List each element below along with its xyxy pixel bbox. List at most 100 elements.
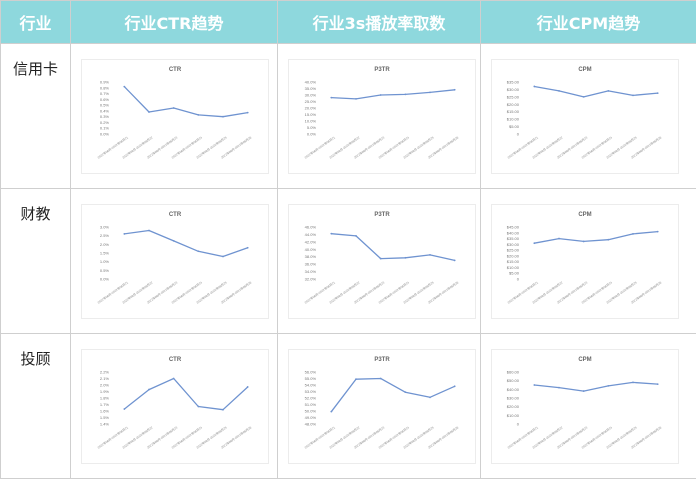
y-tick-label: 40.0% — [305, 247, 317, 252]
chart-cell: CPM 0 $5.00 $10.00 $15.00 $20.00 $25.00 $30.00 $… — [480, 43, 696, 189]
chart-title: P3TR — [374, 357, 390, 363]
data-point — [222, 408, 224, 411]
y-tick-label: 3.0% — [100, 225, 110, 230]
y-tick-label: 40.0% — [305, 80, 317, 85]
y-tick-label: 53.0% — [305, 389, 317, 394]
data-point — [172, 239, 175, 242]
y-tick-label: 54.0% — [305, 383, 317, 388]
chart-svg: CPM0$5.00$10.00$15.00$20.00$25.00$30.00$… — [506, 67, 662, 160]
y-tick-label: $45.00 — [507, 225, 520, 230]
data-point — [172, 107, 175, 109]
chart-svg: CPM0$5.00$10.00$15.00$20.00$25.00$30.00$… — [506, 212, 662, 305]
series-line — [331, 233, 455, 262]
row-label: 财教 — [20, 205, 51, 223]
row-label: 信用卡 — [12, 60, 58, 78]
y-tick-label: $15.00 — [507, 109, 520, 114]
chart-cell: P3TR 32.0% 34.0% 36.0% 38.0% 40.0% 42.0% 44.0% 4… — [277, 188, 481, 334]
chart-svg: P3TR 48.0% 49.0%50.0% 51.0%52.0% 53.0%54.0% 5… — [303, 357, 459, 450]
y-tick-label: 1.0% — [100, 259, 110, 264]
table-row: 财教 CTR 0.0% 0.5% 1.0% 1.5% 2.0% 2.5% 3.0% 2022年0… — [0, 188, 696, 334]
series-line — [123, 86, 248, 118]
data-point — [533, 242, 536, 245]
data-point — [404, 256, 407, 259]
data-point — [582, 390, 585, 392]
y-tick-label: 0 — [517, 422, 520, 427]
chart-title: CTR — [169, 212, 182, 218]
y-tick-label: $10.00 — [507, 265, 520, 270]
chart-title: P3TR — [374, 212, 390, 218]
data-point — [197, 405, 200, 408]
y-tick-label: 0 — [517, 132, 520, 137]
y-tick-label: 0.0% — [307, 132, 317, 137]
data-point — [379, 377, 382, 380]
y-tick-label: 0.5% — [100, 103, 110, 108]
y-tick-label: 0.8% — [100, 85, 110, 90]
data-point — [330, 410, 333, 413]
data-point — [607, 90, 610, 92]
y-tick-label: 1.8% — [100, 396, 110, 401]
y-tick-label: $35.00 — [507, 236, 520, 241]
header-row: 行业 行业CTR趋势 行业3s播放率取数 行业CPM趋势 — [0, 0, 696, 44]
header-industry: 行业 — [0, 0, 71, 44]
y-tick-label: 34.0% — [305, 269, 317, 274]
line-chart: P3TR 48.0% 49.0% 50.0% 51.0% 52.0% 53.0% 54.0% 5… — [288, 349, 476, 464]
y-tick-label: 0 — [517, 277, 520, 282]
series-line — [330, 377, 455, 413]
chart-svg: P3TR 0.0% 5.0%10.0% 15.0%20.0% 25.0%30.0% 35.… — [303, 67, 459, 160]
y-tick-label: 35.0% — [305, 86, 317, 91]
data-point — [607, 238, 610, 241]
data-point — [355, 98, 357, 100]
row-label-cell: 信用卡 — [0, 43, 71, 189]
chart-svg: CPM 0 $10.00 $20.00 $30.00 $40.00 $50.00 $60.00… — [506, 357, 662, 450]
chart-cell: CPM 0 $5.00 $10.00 $15.00 $20.00 $25.00 $30.00 $… — [480, 188, 696, 334]
header-ctr-trend: 行业CTR趋势 — [70, 0, 278, 44]
data-point — [197, 250, 200, 253]
chart-svg: P3TR 32.0% 34.0% 36.0% 38.0% 40.0% 42.0% 44.0% 4… — [303, 212, 459, 305]
y-tick-label: 1.5% — [100, 415, 110, 420]
data-point — [123, 408, 126, 410]
y-tick-label: $5.00 — [509, 124, 520, 129]
y-tick-label: 0.2% — [100, 120, 110, 125]
chart-title: CTR — [169, 67, 182, 73]
y-tick-label: $25.00 — [507, 248, 520, 253]
data-point — [355, 235, 357, 237]
y-tick-label: $40.00 — [507, 230, 520, 235]
data-point — [632, 233, 634, 235]
y-tick-label: 2.0% — [100, 383, 110, 388]
series-line — [534, 381, 658, 392]
y-tick-label: $15.00 — [507, 259, 520, 264]
chart-cell: CTR 1.4% 1.5% 1.6% 1.7% 1.8% 1.9% 2.0% 2.1% 2.2% 2… — [70, 333, 278, 479]
y-tick-label: 0.6% — [100, 97, 110, 102]
chart-cell: P3TR 48.0% 49.0% 50.0% 51.0% 52.0% 53.0% 54.0% 5… — [277, 333, 481, 479]
y-tick-label: 2.5% — [100, 233, 110, 238]
data-point — [379, 257, 382, 260]
series-line — [331, 89, 455, 100]
data-point — [453, 259, 456, 262]
data-point — [632, 94, 634, 97]
y-tick-label: 1.5% — [100, 251, 110, 256]
y-tick-label: $10.00 — [507, 117, 520, 122]
data-point — [558, 386, 560, 389]
data-point — [429, 253, 431, 256]
y-tick-label: $35.00 — [507, 80, 520, 85]
y-tick-label: 52.0% — [305, 396, 317, 401]
data-point — [404, 391, 407, 394]
y-tick-label: $30.00 — [507, 87, 520, 92]
header-cpm-trend: 行业CPM趋势 — [480, 0, 696, 44]
y-tick-label: 2.2% — [100, 370, 110, 375]
y-tick-label: $30.00 — [507, 396, 520, 401]
data-point — [558, 90, 560, 92]
row-label: 投顾 — [20, 350, 51, 368]
chart-title: CPM — [578, 212, 591, 218]
y-tick-label: 0.9% — [100, 80, 110, 85]
y-tick-label: 0.5% — [100, 268, 110, 273]
y-tick-label: 30.0% — [305, 93, 317, 98]
data-point — [453, 385, 456, 388]
y-tick-label: 1.9% — [100, 389, 110, 394]
y-tick-label: 2.0% — [100, 242, 110, 247]
y-tick-label: $10.00 — [507, 413, 520, 418]
y-tick-label: 0.0% — [100, 277, 110, 282]
y-tick-label: 25.0% — [305, 99, 317, 104]
data-point — [222, 115, 224, 118]
chart-title: CPM — [578, 357, 591, 363]
